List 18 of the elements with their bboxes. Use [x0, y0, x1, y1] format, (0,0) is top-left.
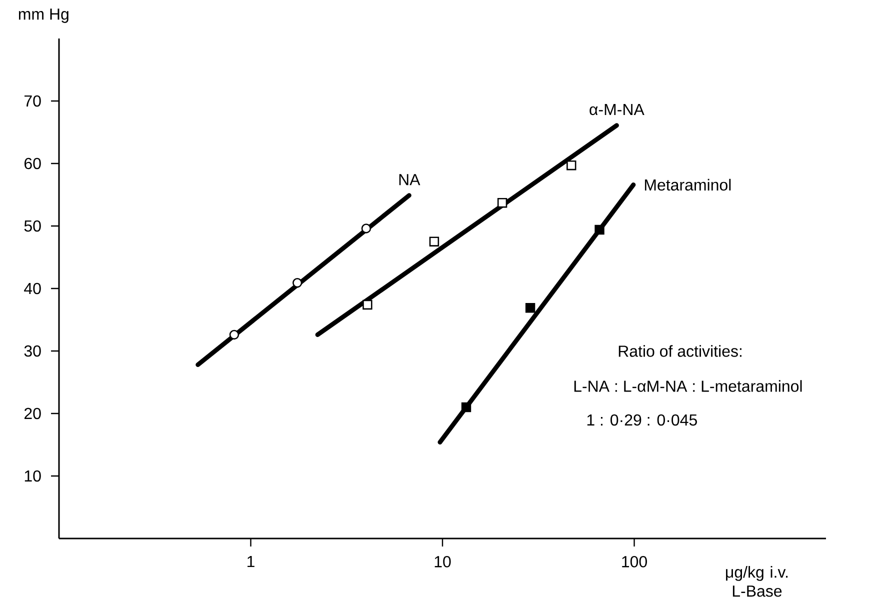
x-tick-label: 1: [248, 556, 254, 568]
annotation: 1 : 0·29 : 0·045: [587, 414, 697, 426]
x-axis-title: μg/kg i.v. L-Base: [726, 566, 788, 597]
y-tick-label: 70: [24, 95, 41, 107]
annotation: Ratio of activities:: [618, 345, 742, 357]
y-axis-title: mm Hg: [18, 8, 68, 23]
y-tick-label: 40: [24, 282, 41, 294]
x-tick-label: 100: [622, 556, 647, 568]
y-tick-label: 50: [24, 220, 41, 232]
x-tick-label: 10: [434, 556, 451, 568]
y-tick-label: 10: [24, 470, 41, 482]
annotation: L-NA : L-αM-NA : L-metaraminol: [574, 380, 802, 392]
series-label: NA: [399, 174, 420, 186]
y-tick-label: 30: [24, 345, 41, 357]
series-label: Metaraminol: [644, 178, 731, 191]
series-label: α-M-NA: [590, 104, 644, 116]
y-tick-label: 60: [24, 158, 41, 170]
y-tick-label: 20: [24, 408, 41, 420]
